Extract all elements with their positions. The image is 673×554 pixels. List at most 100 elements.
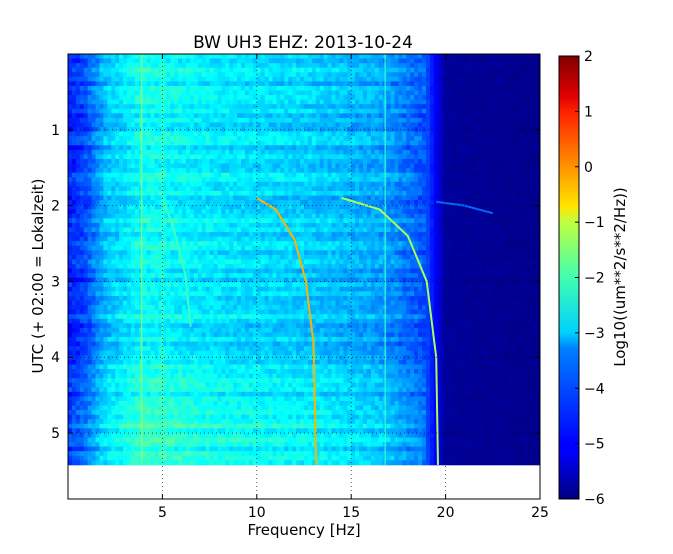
heatmap-cell — [500, 54, 505, 59]
heatmap-cell — [492, 85, 498, 91]
heatmap-cell — [288, 117, 293, 123]
heatmap-cell — [103, 222, 108, 228]
heatmap-cell — [488, 72, 494, 78]
heatmap-cell — [123, 190, 128, 196]
heatmap-cell — [99, 85, 104, 91]
heatmap-cell — [351, 131, 356, 137]
heatmap-cell — [284, 145, 289, 151]
heatmap-cell — [311, 117, 317, 123]
heatmap-cell — [453, 186, 458, 192]
heatmap-cell — [91, 72, 96, 78]
heatmap-cell — [508, 159, 513, 164]
heatmap-cell — [437, 181, 443, 187]
heatmap-cell — [449, 227, 454, 233]
heatmap-cell — [178, 117, 183, 123]
heatmap-cell — [366, 186, 372, 192]
heatmap-cell — [91, 140, 96, 146]
heatmap-cell — [189, 227, 195, 233]
heatmap-cell — [374, 236, 380, 242]
heatmap-cell — [186, 177, 191, 183]
heatmap-cell — [331, 218, 336, 224]
heatmap-cell — [315, 113, 321, 119]
heatmap-cell — [182, 195, 187, 201]
heatmap-cell — [260, 145, 266, 151]
heatmap-cell — [363, 58, 368, 64]
heatmap-cell — [115, 131, 120, 137]
heatmap-cell — [205, 113, 210, 119]
heatmap-cell — [178, 222, 183, 228]
heatmap-cell — [335, 149, 340, 155]
heatmap-cell — [323, 149, 328, 155]
heatmap-cell — [197, 63, 203, 69]
heatmap-cell — [536, 222, 541, 228]
heatmap-cell — [492, 117, 498, 123]
heatmap-cell — [142, 186, 148, 192]
heatmap-cell — [516, 122, 521, 128]
heatmap-cell — [437, 195, 443, 201]
heatmap-cell — [193, 213, 199, 219]
heatmap-cell — [182, 131, 187, 137]
heatmap-cell — [146, 136, 151, 142]
heatmap-cell — [256, 222, 262, 228]
heatmap-cell — [524, 99, 529, 105]
heatmap-cell — [445, 63, 450, 69]
heatmap-cell — [272, 72, 277, 78]
heatmap-cell — [394, 136, 399, 142]
heatmap-cell — [307, 159, 313, 164]
heatmap-cell — [453, 95, 458, 101]
heatmap-cell — [484, 108, 490, 114]
heatmap-cell — [406, 58, 411, 64]
heatmap-cell — [292, 99, 297, 105]
heatmap-cell — [335, 232, 340, 238]
heatmap-cell — [142, 168, 148, 174]
heatmap-cell — [288, 159, 293, 164]
heatmap-cell — [508, 195, 513, 201]
heatmap-cell — [99, 104, 104, 110]
heatmap-cell — [402, 54, 407, 59]
heatmap-cell — [95, 58, 100, 64]
heatmap-cell — [335, 127, 340, 133]
heatmap-cell — [229, 200, 234, 206]
heatmap-cell — [111, 99, 116, 105]
heatmap-cell — [347, 218, 352, 224]
heatmap-cell — [68, 54, 73, 59]
heatmap-cell — [241, 76, 246, 82]
heatmap-cell — [386, 67, 391, 73]
heatmap-cell — [335, 159, 340, 164]
heatmap-cell — [484, 149, 490, 155]
heatmap-cell — [481, 136, 486, 142]
heatmap-cell — [87, 54, 92, 59]
heatmap-cell — [268, 67, 273, 73]
heatmap-cell — [193, 99, 199, 105]
heatmap-cell — [536, 58, 541, 64]
heatmap-cell — [492, 232, 498, 238]
heatmap-cell — [300, 81, 305, 87]
heatmap-cell — [453, 145, 458, 151]
heatmap-cell — [245, 177, 250, 183]
heatmap-cell — [508, 222, 513, 228]
heatmap-cell — [68, 195, 73, 201]
heatmap-cell — [532, 122, 537, 128]
heatmap-cell — [500, 63, 505, 69]
heatmap-cell — [221, 99, 226, 105]
heatmap-cell — [496, 54, 502, 59]
heatmap-cell — [205, 81, 210, 87]
heatmap-cell — [225, 108, 230, 114]
heatmap-cell — [75, 222, 81, 228]
heatmap-cell — [508, 177, 513, 183]
heatmap-cell — [68, 172, 73, 178]
heatmap-cell — [209, 213, 214, 219]
heatmap-cell — [406, 154, 411, 160]
heatmap-cell — [245, 127, 250, 133]
heatmap-cell — [174, 63, 179, 69]
heatmap-cell — [300, 108, 305, 114]
heatmap-cell — [304, 99, 309, 105]
heatmap-cell — [186, 218, 191, 224]
heatmap-cell — [386, 72, 391, 78]
heatmap-cell — [256, 122, 262, 128]
heatmap-cell — [75, 72, 81, 78]
heatmap-cell — [370, 54, 376, 59]
heatmap-cell — [256, 186, 262, 192]
heatmap-cell — [516, 145, 521, 151]
